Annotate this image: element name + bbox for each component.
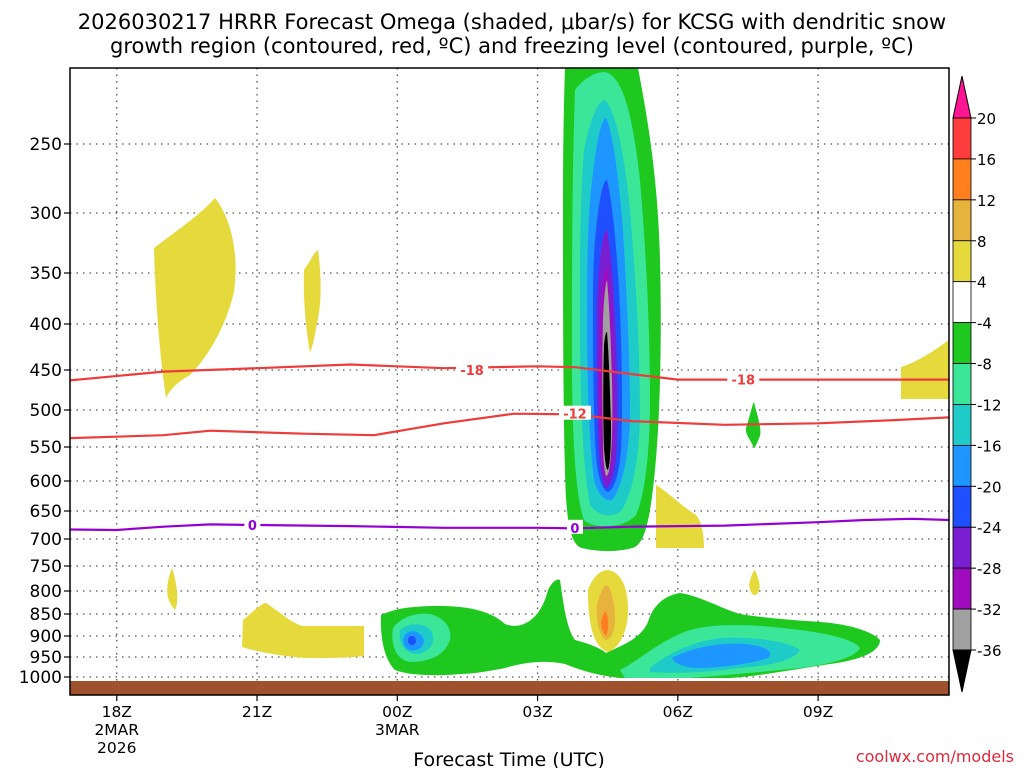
omega-low-level-ascent bbox=[672, 643, 771, 668]
omega-descent-04z bbox=[601, 611, 609, 636]
colorbar-bin-10 bbox=[952, 526, 972, 569]
chart-title-line-1: 2026030217 HRRR Forecast Omega (shaded, … bbox=[78, 10, 946, 34]
colorbar-label-8: -16 bbox=[977, 437, 1002, 455]
xtick-label-18Z-1: 2MAR bbox=[94, 721, 139, 739]
colorbar-bin-7 bbox=[952, 404, 972, 446]
plot-frame bbox=[69, 67, 950, 696]
colorbar-bin-11 bbox=[952, 567, 972, 610]
xtick-label-00Z-0: 00Z bbox=[382, 703, 412, 721]
credit-link[interactable]: coolwx.com/models bbox=[856, 747, 1014, 766]
omega-descent-22z-upper bbox=[303, 250, 321, 352]
omega-descent-21z bbox=[242, 603, 364, 658]
contour-label-bg-4 bbox=[566, 519, 583, 534]
colorbar-label-2: 12 bbox=[977, 192, 996, 210]
xtick-label-18Z-2: 2026 bbox=[97, 739, 136, 757]
colorbar-label-5: -4 bbox=[977, 315, 992, 333]
contour-label-bg-1 bbox=[727, 371, 760, 386]
contour-label-bg-2 bbox=[558, 405, 591, 420]
ytick-label-850: 850 bbox=[30, 605, 62, 625]
contour-label-bg-3 bbox=[244, 517, 261, 531]
x-axis-label: Forecast Time (UTC) bbox=[413, 749, 604, 768]
colorbar-bin-2 bbox=[952, 199, 972, 242]
terrain-ground bbox=[70, 681, 949, 695]
colorbar-extend-top bbox=[952, 75, 972, 119]
colorbar-bin-1 bbox=[952, 158, 972, 201]
colorbar-label-12: -32 bbox=[977, 601, 1002, 619]
ytick-label-450: 450 bbox=[30, 361, 62, 381]
ytick-label-300: 300 bbox=[30, 204, 62, 224]
ytick-label-350: 350 bbox=[30, 264, 62, 284]
ytick-label-900: 900 bbox=[30, 627, 62, 647]
ytick-label-650: 650 bbox=[30, 502, 62, 522]
ytick-label-800: 800 bbox=[30, 582, 62, 602]
ytick-label-400: 400 bbox=[30, 315, 62, 335]
colorbar-bin-6 bbox=[952, 363, 972, 405]
contour-label-0: -18 bbox=[460, 364, 484, 379]
colorbar-label-11: -28 bbox=[977, 560, 1002, 578]
ytick-label-500: 500 bbox=[30, 401, 62, 421]
contour-label-2: -12 bbox=[563, 408, 587, 423]
contour-label-3: 0 bbox=[248, 519, 257, 534]
omega-descent-19z bbox=[154, 198, 236, 398]
xtick-label-09Z-0: 09Z bbox=[803, 703, 833, 721]
colorbar-label-7: -12 bbox=[977, 396, 1002, 414]
xtick-label-03Z-0: 03Z bbox=[522, 703, 552, 721]
omega-descent-19z-low bbox=[167, 568, 178, 610]
colorbar-label-9: -20 bbox=[977, 478, 1002, 496]
colorbar-bin-0 bbox=[952, 117, 972, 160]
xtick-label-21Z-0: 21Z bbox=[242, 703, 272, 721]
colorbar-bin-12 bbox=[952, 608, 972, 651]
xtick-label-18Z-0: 18Z bbox=[102, 703, 132, 721]
omega-descent-11z bbox=[901, 340, 949, 399]
ytick-label-750: 750 bbox=[30, 557, 62, 577]
omega-core-band bbox=[603, 332, 611, 470]
colorbar-label-10: -24 bbox=[977, 519, 1002, 537]
ytick-label-250: 250 bbox=[30, 135, 62, 155]
xtick-label-00Z-1: 3MAR bbox=[375, 721, 420, 739]
colorbar-label-1: 16 bbox=[977, 151, 996, 169]
contour-label-bg-0 bbox=[456, 362, 489, 376]
colorbar-label-6: -8 bbox=[977, 356, 992, 374]
omega-weak-ascent-00z-core bbox=[408, 635, 416, 645]
colorbar-bin-3 bbox=[952, 240, 972, 283]
colorbar-bin-9 bbox=[952, 485, 972, 528]
ytick-label-550: 550 bbox=[30, 438, 62, 458]
omega-descent-05z bbox=[656, 485, 704, 548]
colorbar-bin-4 bbox=[952, 281, 972, 324]
ytick-label-1000: 1000 bbox=[19, 668, 62, 688]
contour-dgz-bottom bbox=[70, 412, 949, 440]
ytick-label-950: 950 bbox=[30, 648, 62, 668]
colorbar-label-4: 4 bbox=[977, 274, 987, 292]
chart-title-line-2: growth region (contoured, red, ºC) and f… bbox=[110, 34, 914, 58]
omega-descent-07z bbox=[749, 570, 760, 595]
ytick-label-700: 700 bbox=[30, 530, 62, 550]
xtick-label-06Z-0: 06Z bbox=[663, 703, 693, 721]
contour-dgz-top bbox=[70, 363, 949, 382]
colorbar-label-0: 20 bbox=[977, 110, 996, 128]
colorbar-bin-8 bbox=[952, 444, 972, 487]
colorbar-label-3: 8 bbox=[977, 233, 987, 251]
plot-background bbox=[70, 68, 949, 695]
colorbar-bin-5 bbox=[952, 322, 972, 364]
ytick-label-600: 600 bbox=[30, 472, 62, 492]
colorbar-extend-bottom bbox=[952, 649, 972, 693]
contour-label-1: -18 bbox=[732, 374, 756, 389]
colorbar-label-13: -36 bbox=[977, 642, 1002, 660]
contour-label-4: 0 bbox=[570, 522, 579, 537]
contour-freezing-level bbox=[70, 517, 949, 532]
